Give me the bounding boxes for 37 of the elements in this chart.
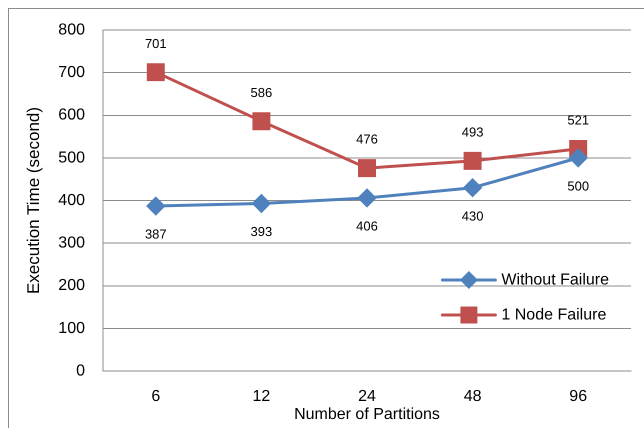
data-label: 521	[567, 112, 590, 128]
point	[358, 188, 376, 208]
x-tick-label: 6	[151, 388, 160, 406]
y-tick-label: 200	[58, 277, 86, 294]
y-tick-label: 400	[58, 192, 86, 209]
data-label: 500	[567, 178, 590, 194]
y-axis-title: Execution Time (second)	[24, 106, 43, 294]
data-label: 387	[144, 226, 167, 242]
data-label: 701	[144, 36, 167, 51]
y-tick-label: 700	[58, 64, 86, 82]
x-tick-label: 96	[569, 388, 588, 406]
y-tick-label: 0	[76, 362, 86, 380]
x-tick-label: 48	[464, 388, 482, 406]
legend-label: 1 Node Failure	[501, 306, 606, 324]
point	[568, 148, 588, 168]
data-label: 430	[462, 208, 484, 224]
x-axis-title: Number of Partitions	[294, 406, 440, 423]
y-tick-label: 100	[58, 320, 86, 337]
point	[463, 178, 482, 198]
data-label: 476	[356, 132, 378, 147]
data-label: 586	[250, 84, 272, 100]
y-tick-label: 500	[58, 149, 86, 166]
point	[358, 159, 376, 178]
point	[146, 196, 166, 216]
point	[252, 194, 271, 213]
point	[464, 152, 482, 170]
y-tick-label: 800	[58, 21, 86, 38]
point	[252, 112, 270, 130]
x-tick-label: 12	[252, 388, 270, 406]
point	[146, 63, 165, 82]
y-tick-label: 300	[58, 234, 86, 252]
x-tick-label: 24	[358, 388, 376, 406]
legend-label: Without Failure	[501, 271, 610, 288]
data-label: 406	[356, 218, 378, 234]
y-tick-label: 600	[58, 106, 86, 124]
data-label: 493	[462, 124, 484, 140]
data-label: 393	[250, 224, 272, 240]
